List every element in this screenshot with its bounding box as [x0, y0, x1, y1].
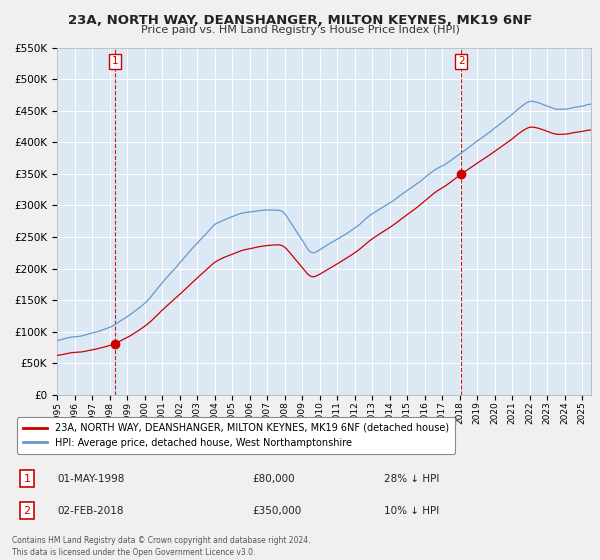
- Text: 2: 2: [23, 506, 31, 516]
- Text: 23A, NORTH WAY, DEANSHANGER, MILTON KEYNES, MK19 6NF: 23A, NORTH WAY, DEANSHANGER, MILTON KEYN…: [68, 14, 532, 27]
- Legend: 23A, NORTH WAY, DEANSHANGER, MILTON KEYNES, MK19 6NF (detached house), HPI: Aver: 23A, NORTH WAY, DEANSHANGER, MILTON KEYN…: [17, 417, 455, 454]
- Text: 02-FEB-2018: 02-FEB-2018: [57, 506, 124, 516]
- Text: £80,000: £80,000: [252, 474, 295, 484]
- Text: Price paid vs. HM Land Registry's House Price Index (HPI): Price paid vs. HM Land Registry's House …: [140, 25, 460, 35]
- Text: Contains HM Land Registry data © Crown copyright and database right 2024.
This d: Contains HM Land Registry data © Crown c…: [12, 536, 311, 557]
- Text: 01-MAY-1998: 01-MAY-1998: [57, 474, 124, 484]
- Text: £350,000: £350,000: [252, 506, 301, 516]
- Text: 28% ↓ HPI: 28% ↓ HPI: [384, 474, 439, 484]
- Text: 1: 1: [23, 474, 31, 484]
- Text: 1: 1: [112, 57, 119, 66]
- Text: 10% ↓ HPI: 10% ↓ HPI: [384, 506, 439, 516]
- Text: 2: 2: [458, 57, 464, 66]
